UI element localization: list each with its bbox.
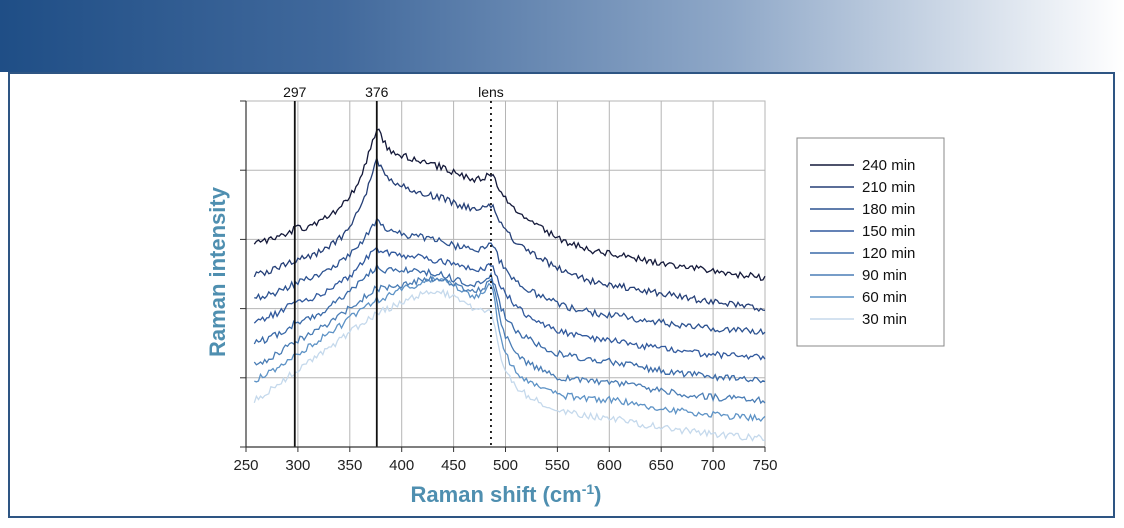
reference-lines: 297 376 lens [283,84,504,447]
x-tick-label: 400 [389,457,414,474]
x-tick-label: 600 [597,457,622,474]
x-tick-label: 750 [752,457,777,474]
x-tick-label: 700 [701,457,726,474]
series-line-150-min [253,246,766,361]
x-tick-label: 500 [493,457,518,474]
x-tick-label: 550 [545,457,570,474]
x-tick-label: 650 [649,457,674,474]
x-axis-title: Raman shift (cm-1) [411,481,602,507]
series-line-240-min [253,128,766,282]
legend: 240 min 210 min 180 min 150 min 120 min 90 mi… [796,137,945,347]
legend-label: 240 min [862,157,915,174]
series-line-210-min [253,156,766,313]
legend-label: 90 min [862,267,907,284]
x-tick-label: 300 [285,457,310,474]
series-line-90-min [253,274,766,405]
reference-label-lens: lens [478,84,504,100]
x-tick-label: 350 [337,457,362,474]
reference-label-297: 297 [283,84,307,100]
y-axis-title: Raman intensity [205,186,230,357]
series-line-180-min [254,217,766,336]
legend-label: 150 min [862,223,915,240]
grid [245,100,766,448]
x-tick-label: 250 [233,457,258,474]
series-line-60-min [254,275,766,423]
axes: 250 300 350 400 450 500 550 600 650 700 750 [233,100,778,474]
reference-label-376: 376 [365,84,389,100]
legend-label: 30 min [862,311,907,328]
legend-label: 60 min [862,289,907,306]
legend-label: 180 min [862,201,915,218]
x-tick-label: 450 [441,457,466,474]
legend-box [796,137,945,347]
header-band [0,0,1124,72]
series-lines [253,128,766,442]
series-line-30-min [253,288,766,442]
legend-label: 210 min [862,179,915,196]
legend-label: 120 min [862,245,915,262]
series-line-120-min [253,263,766,384]
